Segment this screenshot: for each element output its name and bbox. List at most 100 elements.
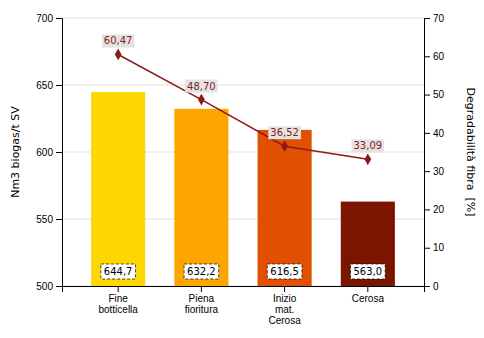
bar — [91, 92, 145, 286]
line-label-text: 60,47 — [104, 35, 133, 46]
x-axis: FinebotticellaPienafiorituraIniziomat.Ce… — [63, 286, 425, 326]
line-label: 60,47 — [102, 34, 135, 47]
y-axis-title: Nm3 biogas/t SV — [9, 106, 22, 198]
tick-mark — [424, 209, 430, 210]
tick-label: 650 — [36, 80, 53, 91]
tick-label-line: fioritura — [185, 304, 219, 315]
line — [118, 54, 368, 159]
bar-label-box — [184, 264, 219, 279]
plot-area — [91, 49, 395, 286]
tick: 500 — [36, 281, 62, 292]
tick: 60 — [424, 51, 445, 62]
bar-label: 632,2 — [184, 264, 219, 279]
tick-label: Pienafioritura — [185, 293, 219, 315]
line-label-text: 48,70 — [187, 81, 216, 92]
bar-label-text: 616,5 — [270, 266, 299, 277]
tick-label: Cerosa — [352, 293, 385, 304]
line-label-box — [352, 139, 385, 152]
tick-mark — [56, 18, 62, 19]
chart-container: 644,7 632,2 616,5 563,0 60,47 48,70 36,52 33,09… — [0, 0, 484, 338]
tick-label-line: Cerosa — [268, 315, 301, 326]
tick-label: 600 — [36, 147, 53, 158]
y2-axis-title: Degradabilità fibra [%] — [464, 87, 477, 216]
tick-label-line: Fine — [108, 293, 128, 304]
grid-line — [62, 18, 424, 19]
axis-domain — [56, 19, 63, 287]
tick-mark — [424, 133, 430, 134]
chart: 644,7 632,2 616,5 563,0 60,47 48,70 36,52 33,09… — [0, 0, 484, 338]
tick: 40 — [424, 128, 445, 139]
tick-label: 500 — [36, 281, 53, 292]
tick-label: Iniziomat.Cerosa — [268, 293, 301, 326]
line-label: 48,70 — [185, 80, 218, 93]
line-label-box — [185, 80, 218, 93]
tick-mark — [424, 171, 430, 172]
tick-mark — [56, 219, 62, 220]
tick-label: 0 — [433, 281, 439, 292]
bar-label: 644,7 — [101, 264, 136, 279]
tick-label-line: mat. — [275, 304, 294, 315]
tick: 700 — [36, 13, 62, 24]
tick-label: 50 — [433, 89, 445, 100]
tick: 600 — [36, 147, 62, 158]
tick-mark — [118, 286, 119, 292]
marker — [198, 94, 205, 106]
line-label: 36,52 — [268, 126, 301, 139]
tick-label: 20 — [433, 204, 445, 215]
tick: 550 — [36, 214, 62, 225]
line-label: 33,09 — [352, 139, 385, 152]
tick-label: 60 — [433, 51, 445, 62]
tick-label-line: Piena — [189, 293, 215, 304]
tick-label: 70 — [433, 13, 445, 24]
tick: 20 — [424, 204, 445, 215]
marker — [281, 140, 288, 152]
tick-mark — [367, 286, 368, 292]
tick-label: Finebotticella — [98, 293, 138, 315]
tick: 650 — [36, 80, 62, 91]
tick: Iniziomat.Cerosa — [268, 286, 301, 326]
tick-mark — [424, 18, 430, 19]
marker — [115, 49, 122, 61]
bar-label-box — [267, 264, 302, 279]
tick-label: 550 — [36, 214, 53, 225]
bar-label: 616,5 — [267, 264, 302, 279]
tick-mark — [424, 95, 430, 96]
axis-domain — [425, 19, 431, 287]
tick: 30 — [424, 166, 445, 177]
line-label-box — [102, 34, 135, 47]
tick-mark — [424, 248, 430, 249]
grid-line — [62, 85, 424, 86]
tick-label: 30 — [433, 166, 445, 177]
bar — [341, 202, 395, 286]
tick-label-line: Inizio — [273, 293, 297, 304]
tick-mark — [56, 85, 62, 86]
y2-axis: 0 10 20 30 40 50 60 70 — [424, 13, 445, 292]
tick-label: 700 — [36, 13, 53, 24]
bar-label-text: 563,0 — [354, 266, 383, 277]
tick-mark — [284, 286, 285, 292]
tick: Finebotticella — [98, 286, 138, 315]
tick-label-line: Cerosa — [352, 293, 385, 304]
grid — [62, 18, 424, 286]
bar-label-text: 644,7 — [104, 266, 133, 277]
marker — [364, 153, 371, 165]
tick-label-line: botticella — [98, 304, 138, 315]
tick: 50 — [424, 89, 445, 100]
bar-label-text: 632,2 — [187, 266, 216, 277]
line-label-text: 36,52 — [270, 127, 299, 138]
tick: Cerosa — [352, 286, 385, 304]
tick-label: 40 — [433, 128, 445, 139]
tick: 70 — [424, 13, 445, 24]
bar-label-box — [101, 264, 136, 279]
tick: 10 — [424, 242, 445, 253]
y-axis: 500 550 600 650 700 — [36, 13, 62, 292]
bar-label: 563,0 — [351, 264, 386, 279]
line-label-box — [268, 126, 301, 139]
tick-mark — [201, 286, 202, 292]
tick-mark — [424, 56, 430, 57]
tick-mark — [56, 286, 62, 287]
tick-label: 10 — [433, 242, 445, 253]
tick: Pienafioritura — [185, 286, 219, 315]
tick: 0 — [424, 281, 439, 292]
line-label-text: 33,09 — [354, 140, 383, 151]
